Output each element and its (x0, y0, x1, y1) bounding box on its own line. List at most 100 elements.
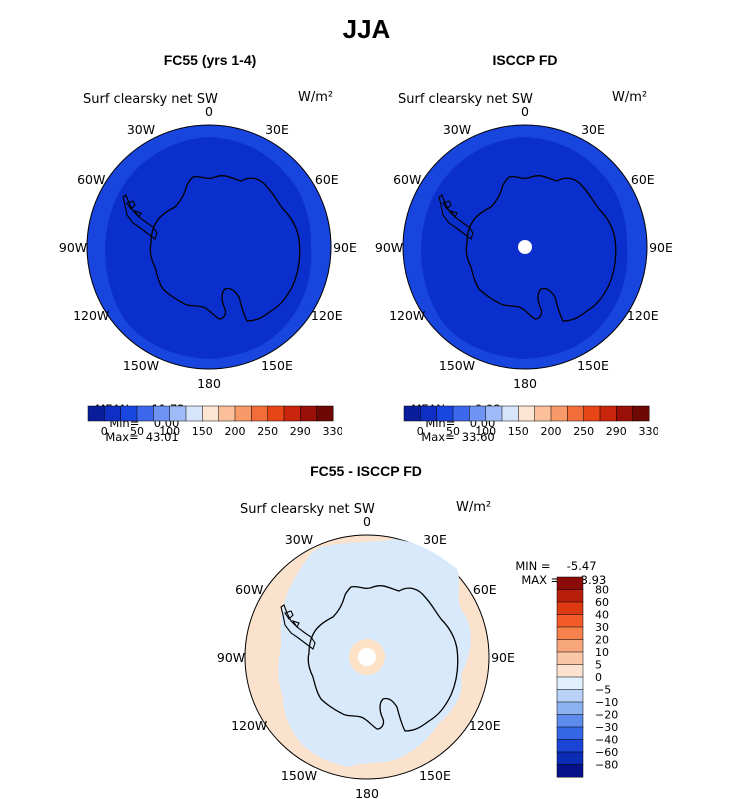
panel-2-variable-label: Surf clearsky net SW (398, 92, 533, 107)
lon-label: 120W (73, 308, 109, 323)
panel-2-title: ISCCP FD (492, 52, 558, 68)
colorbar-tick-label: 0 (595, 671, 602, 684)
diff-panel-stats: MIN = -5.47 MAX = 3.93 (508, 545, 606, 587)
lon-label: 0 (363, 514, 371, 529)
lon-label: 150E (419, 768, 451, 783)
panel-2-max-label: Max= (421, 430, 455, 444)
colorbar-tick-label: −20 (595, 709, 618, 722)
lon-label: 90W (375, 240, 403, 255)
colorbar-tick-label: 40 (595, 609, 609, 622)
colorbar-tick-label: 100 (475, 425, 496, 438)
lon-label: 150W (123, 358, 159, 373)
lon-label: 90E (491, 650, 515, 665)
lon-label: 150E (261, 358, 293, 373)
peninsula-coastline (438, 194, 474, 240)
colorbar-swatch (556, 751, 584, 765)
panel-2-max-value: 33.60 (461, 430, 495, 444)
colorbar-tick-label: 250 (257, 425, 278, 438)
colorbar-swatch (556, 726, 584, 740)
colorbar-swatch (556, 626, 584, 640)
colorbar-tick-label: 10 (595, 646, 609, 659)
main-title: JJA (342, 14, 391, 44)
lon-label: 120E (627, 308, 659, 323)
colorbar-swatch (452, 405, 470, 422)
colorbar-tick-label: 290 (606, 425, 627, 438)
colorbar-tick-label: −60 (595, 746, 618, 759)
colorbar-swatch (567, 405, 585, 422)
pole-hole (518, 240, 532, 254)
colorbar-tick-label: 290 (290, 425, 311, 438)
lon-label: 30W (285, 532, 313, 547)
colorbar-swatch (120, 405, 138, 422)
colorbar-swatch (403, 405, 421, 422)
panel-1-title: FC55 (yrs 1-4) (163, 52, 257, 68)
lon-label: 150W (439, 358, 475, 373)
inner-field (105, 137, 312, 359)
lon-label: 60W (235, 582, 263, 597)
panel-2-colorbar: 0 50 100 150 200 250 290 330 (403, 405, 658, 438)
lon-label: 30W (443, 122, 471, 137)
colorbar-swatch (556, 701, 584, 715)
colorbar-swatch (556, 764, 584, 778)
colorbar-tick-label: 100 (159, 425, 180, 438)
colorbar-swatch (300, 405, 318, 422)
colorbar-tick-label: 330 (323, 425, 343, 438)
lon-label: 0 (205, 104, 213, 119)
diff-panel-variable-label: Surf clearsky net SW (240, 502, 375, 517)
colorbar-swatch (556, 639, 584, 653)
colorbar-tick-label: −30 (595, 721, 618, 734)
lon-label: 90W (217, 650, 245, 665)
colorbar-swatch (185, 405, 203, 422)
lon-label: 30E (581, 122, 605, 137)
colorbar-swatch (632, 405, 650, 422)
colorbar-swatch (104, 405, 122, 422)
colorbar-swatch (583, 405, 601, 422)
colorbar-swatch (420, 405, 438, 422)
colorbar-swatch (556, 664, 584, 678)
colorbar-swatch (556, 576, 584, 590)
lon-label: 0 (521, 104, 529, 119)
lon-label: 120E (469, 718, 501, 733)
colorbar-swatch (136, 405, 154, 422)
colorbar-tick-label: −5 (595, 684, 611, 697)
colorbar-swatch (87, 405, 105, 422)
lon-label: 90E (649, 240, 673, 255)
colorbar-swatch (616, 405, 634, 422)
colorbar-swatch (501, 405, 519, 422)
colorbar-tick-label: 0 (101, 425, 108, 438)
colorbar-tick-label: −10 (595, 696, 618, 709)
lon-label: 60E (631, 172, 655, 187)
colorbar-swatch (218, 405, 236, 422)
diff-min-value: -5.47 (566, 559, 597, 573)
peninsula-coastline (122, 194, 158, 240)
panel-1-max-label: Max= (105, 430, 139, 444)
panel-1-max-value: 43.01 (145, 430, 179, 444)
colorbar-swatch (556, 614, 584, 628)
colorbar-swatch (436, 405, 454, 422)
lon-label: 30E (423, 532, 447, 547)
colorbar-tick-label: 50 (130, 425, 144, 438)
diff-panel-title: FC55 - ISCCP FD (310, 463, 422, 479)
colorbar-swatch (469, 405, 487, 422)
colorbar-swatch (251, 405, 269, 422)
antarctica-coastline (465, 175, 617, 322)
colorbar-tick-label: 80 (595, 584, 609, 597)
colorbar-swatch (267, 405, 285, 422)
lon-label: 30E (265, 122, 289, 137)
panel-1-map: 0 30E 60E 90E 120E 150E 180 150W 120W 90W 60W 30W (59, 104, 357, 391)
lon-label: 120E (311, 308, 343, 323)
antarctica-coastline (307, 585, 459, 732)
lon-label: 30W (127, 122, 155, 137)
colorbar-swatch (556, 739, 584, 753)
colorbar-tick-label: 20 (595, 634, 609, 647)
panel-1-colorbar: 0 50 100 150 200 250 290 330 (87, 405, 343, 438)
colorbar-swatch (485, 405, 503, 422)
pole-hole (358, 648, 376, 666)
colorbar-tick-label: 0 (417, 425, 424, 438)
colorbar-swatch (153, 405, 171, 422)
colorbar-swatch (518, 405, 536, 422)
diff-min-label: MIN = (515, 559, 551, 573)
colorbar-swatch (234, 405, 252, 422)
colorbar-swatch (169, 405, 187, 422)
